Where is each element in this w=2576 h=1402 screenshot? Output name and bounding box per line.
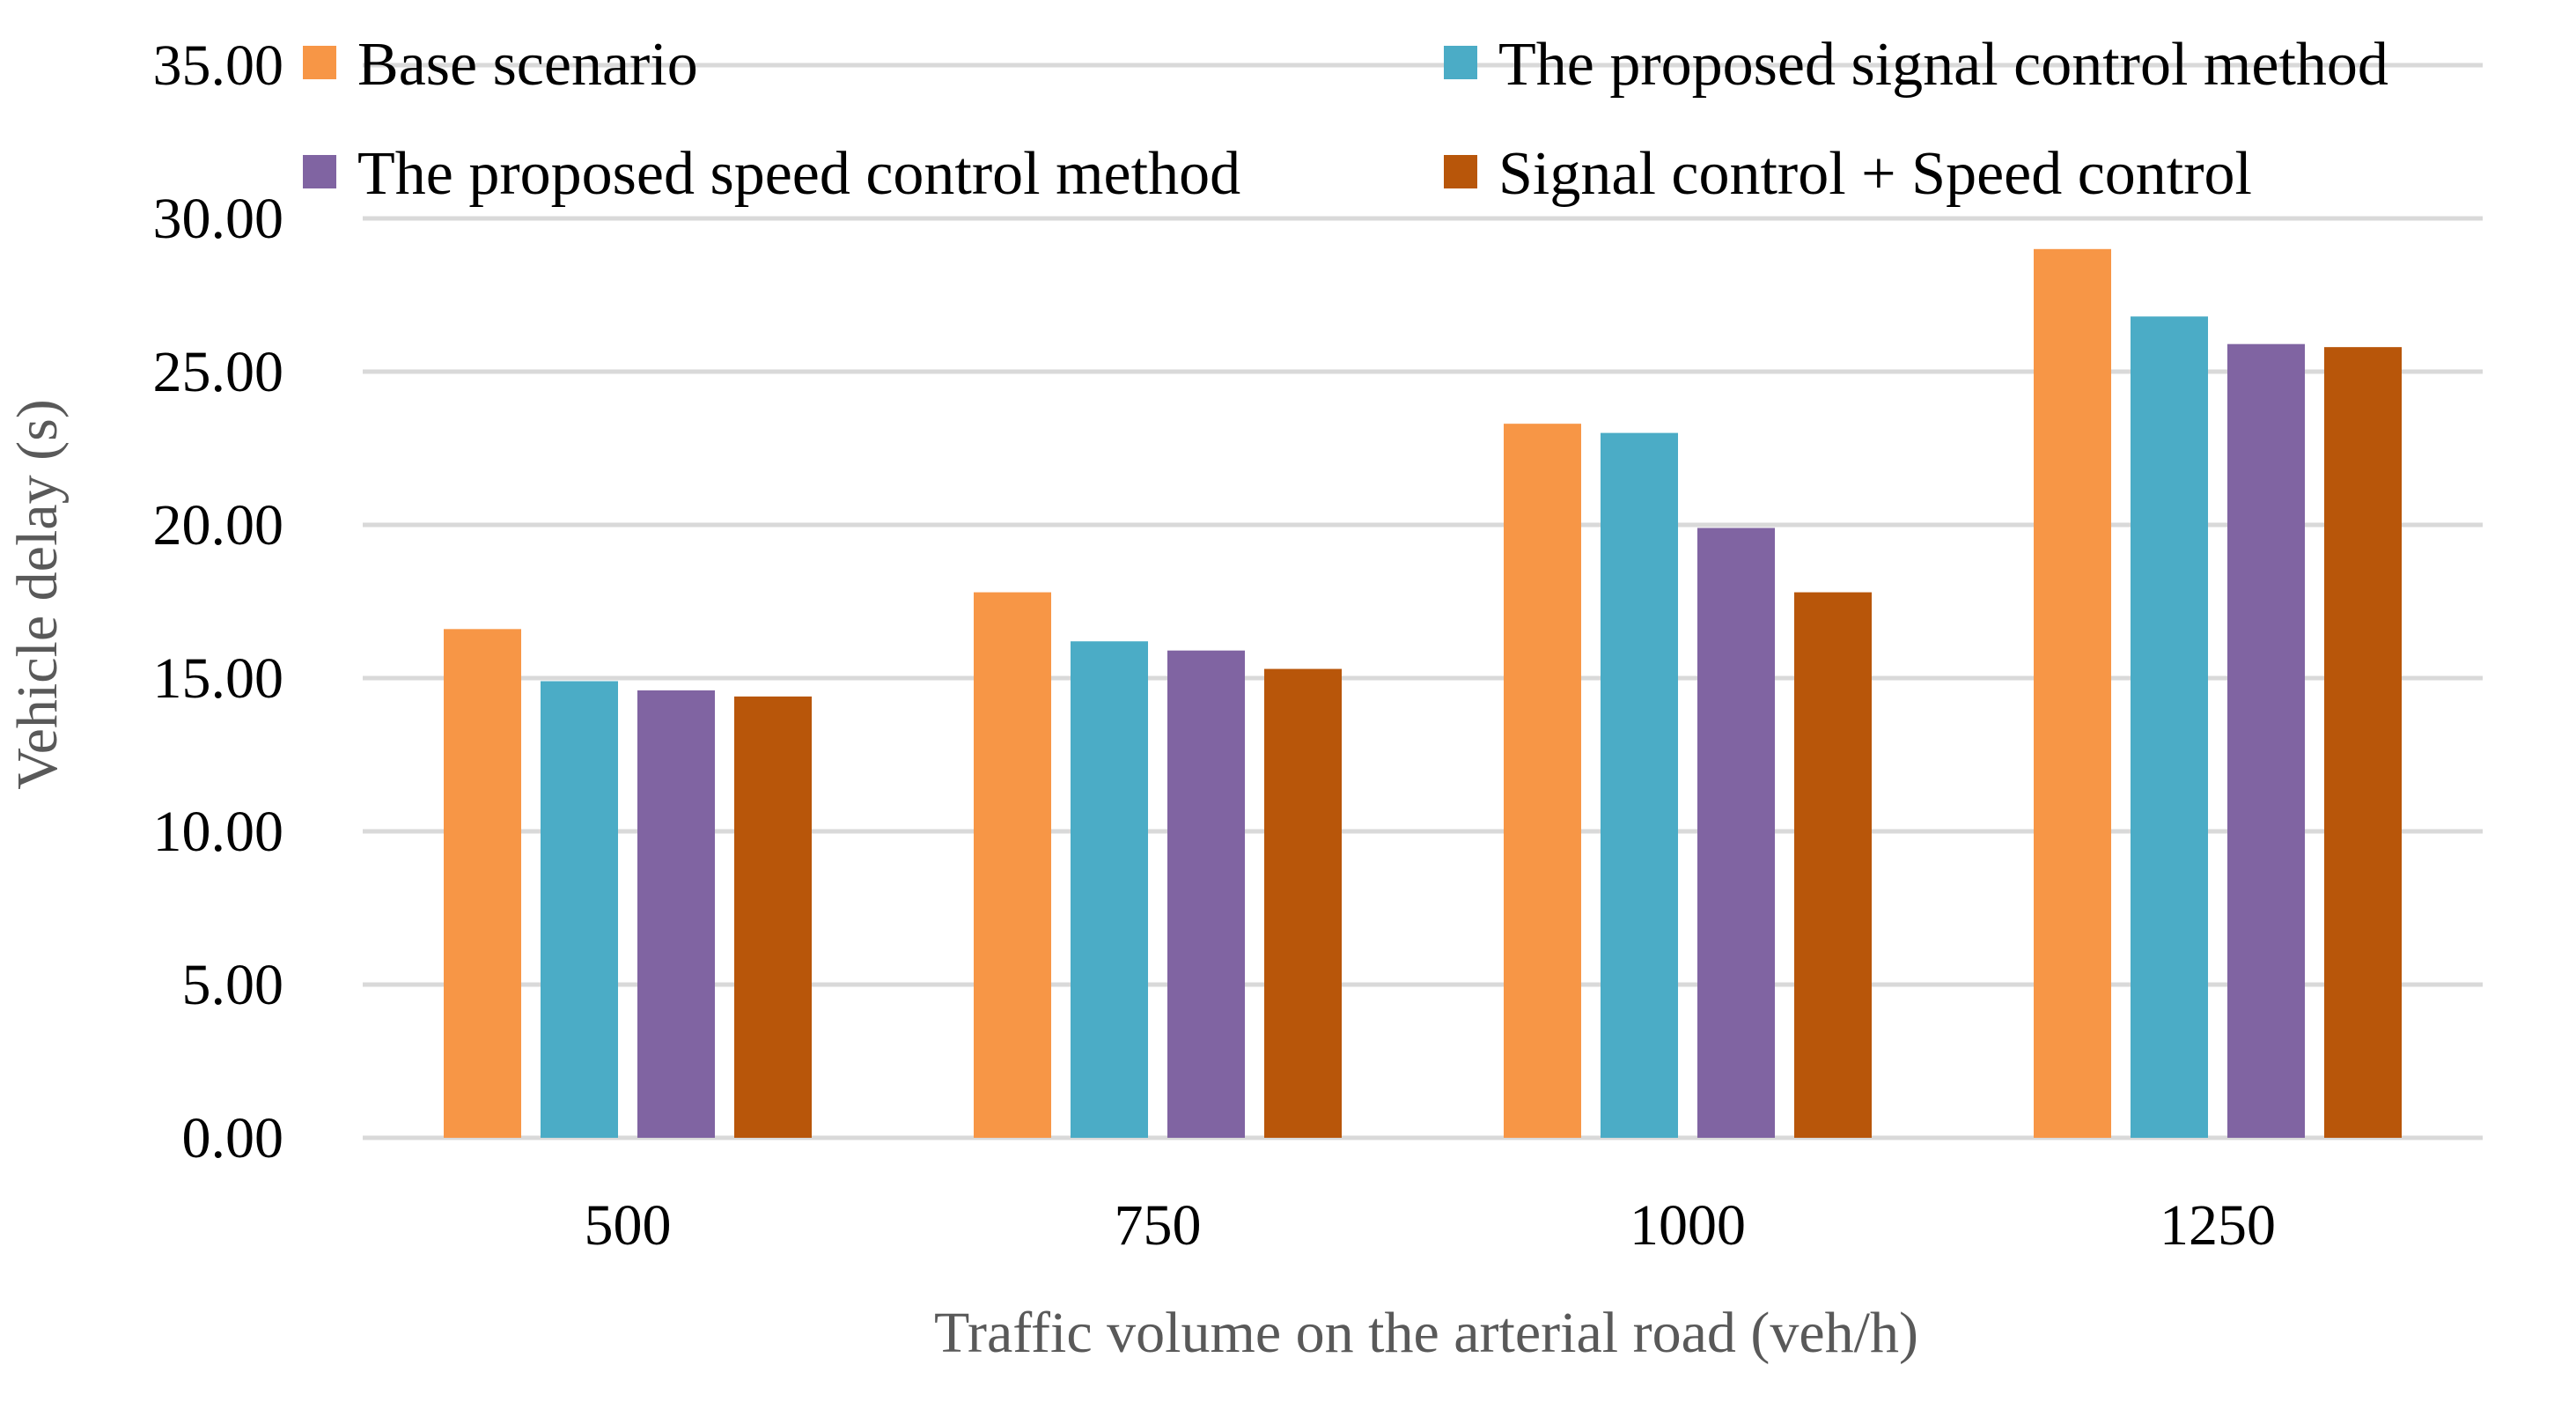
x-tick-label: 1000 [1630,1193,1746,1258]
bar [637,690,715,1138]
y-tick-label: 10.00 [153,800,284,864]
bar [444,629,521,1138]
legend-swatch [1444,46,1477,79]
y-tick-label: 25.00 [153,340,284,404]
bar [2131,316,2208,1138]
y-tick-label: 15.00 [153,646,284,711]
legend-label: Base scenario [357,31,698,99]
legend-swatch [303,155,336,188]
bar [541,681,618,1138]
bar [734,696,812,1138]
y-tick-label: 20.00 [153,493,284,557]
gridlines [363,63,2483,1140]
y-tick-label: 0.00 [182,1106,284,1170]
x-tick-label: 1250 [2160,1193,2276,1258]
legend-swatch [1444,155,1477,188]
bars [444,248,2402,1139]
legend-label: The proposed signal control method [1498,31,2388,99]
bar [974,592,1051,1138]
bar [1071,641,1148,1138]
bar [1794,592,1872,1138]
y-tick-label: 35.00 [153,33,284,98]
bar [1601,432,1678,1139]
y-tick-label: 30.00 [153,187,284,251]
bar [1167,650,1245,1138]
bar [2324,347,2402,1138]
x-axis-title: Traffic volume on the arterial road (veh… [934,1301,1918,1365]
x-tick-label: 500 [585,1193,672,1258]
legend: Base scenario The proposed signal control… [303,31,2388,208]
y-tick-label: 5.00 [182,953,284,1017]
x-axis-ticks: 500 750 1000 1250 [585,1193,2277,1258]
bar [2034,248,2111,1138]
bar [1697,528,1775,1138]
legend-label: Signal control + Speed control [1498,140,2252,208]
y-axis-ticks: 0.00 5.00 10.00 15.00 20.00 25.00 30.00 35.00 [153,33,284,1170]
legend-swatch [303,46,336,79]
bar [1264,668,1342,1138]
bar [1504,424,1581,1138]
bar [2227,343,2305,1138]
y-axis-title: Vehicle delay (s) [5,399,70,789]
x-tick-label: 750 [1115,1193,1202,1258]
legend-label: The proposed speed control method [357,140,1240,208]
